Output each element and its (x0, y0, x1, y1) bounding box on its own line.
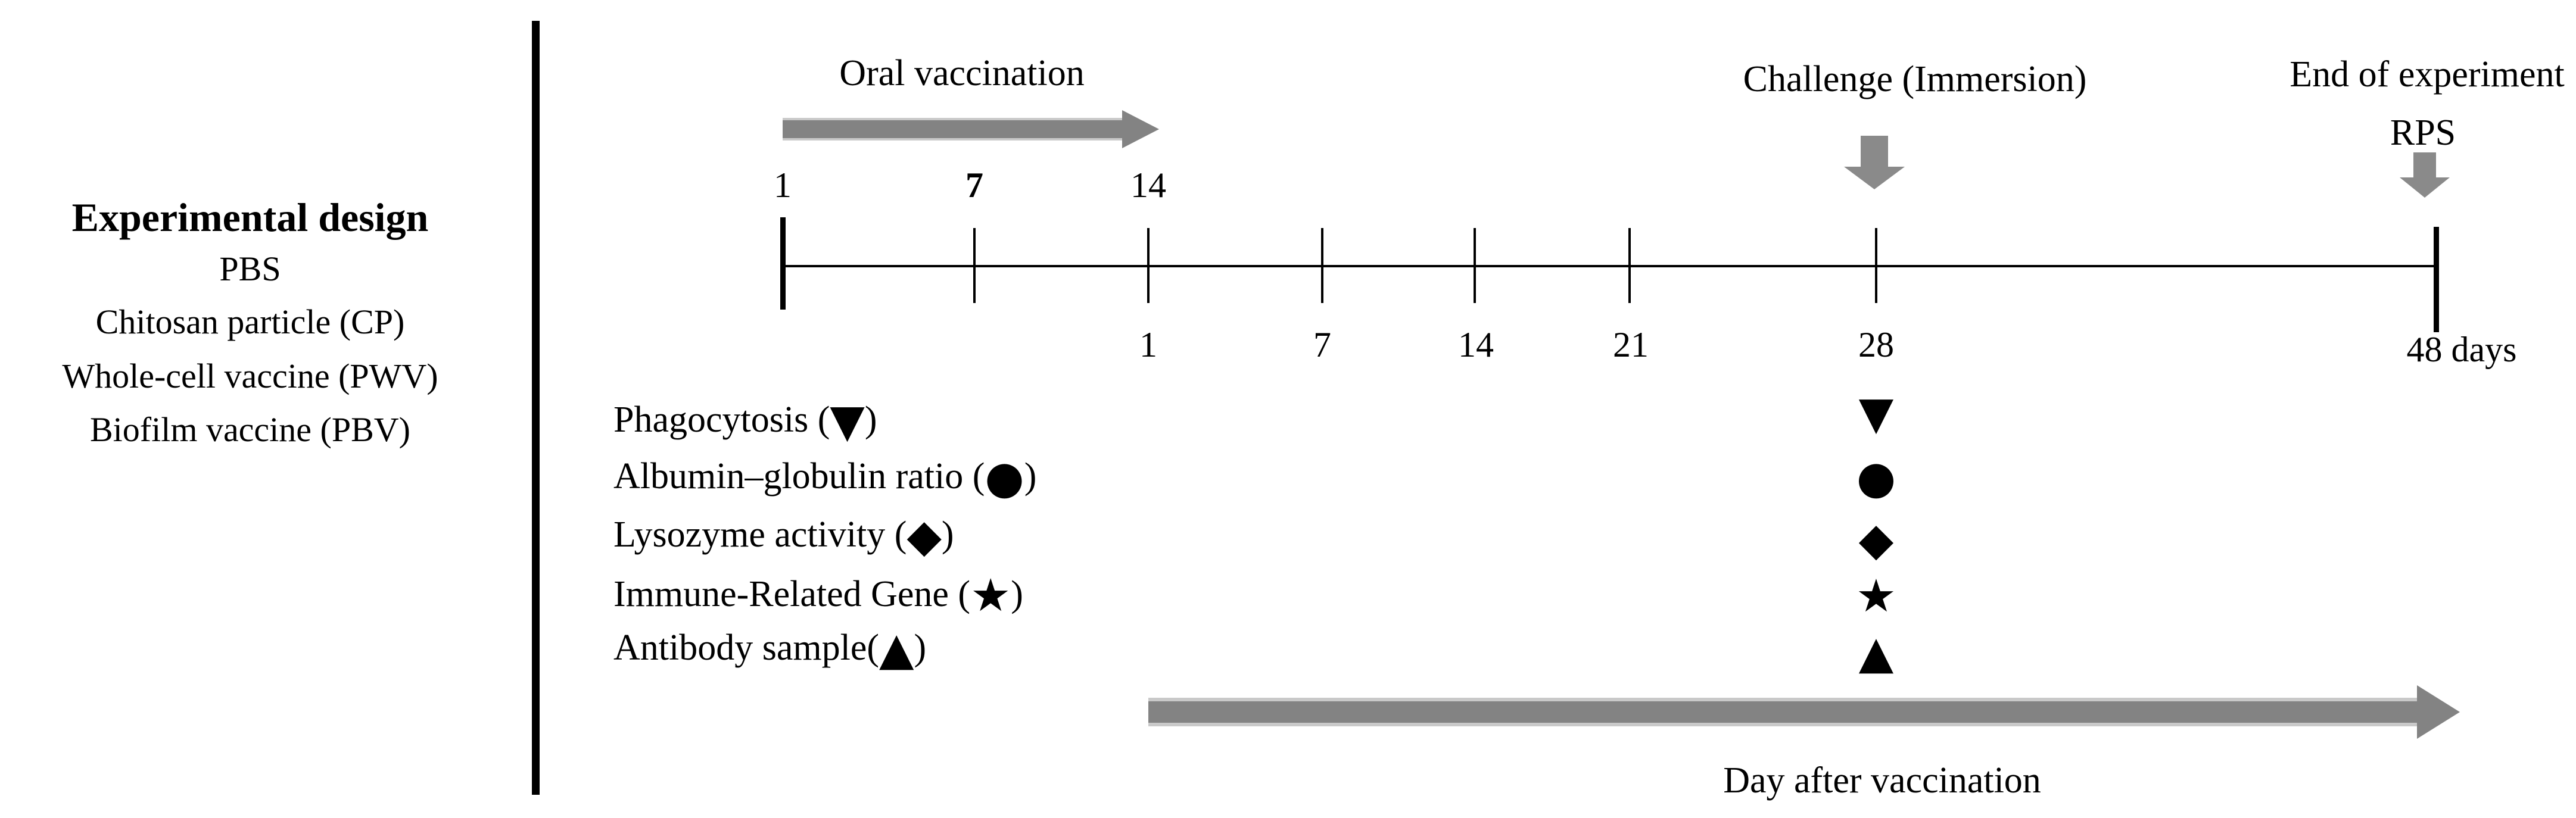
triangle-up-icon: ▲ (879, 622, 914, 675)
assay-label: Lysozyme activity ( (613, 514, 907, 555)
timeline-tick-d7 (1321, 228, 1323, 303)
day-after-vaccination-label: Day after vaccination (1723, 760, 2041, 801)
assay-label: Antibody sample( (613, 627, 879, 668)
assay-label: Albumin–globulin ratio ( (613, 456, 985, 497)
vaccination-day-label-14: 14 (1130, 166, 1166, 205)
timeline-tick-v7 (973, 228, 976, 303)
group-item-chitosan-particle: Chitosan particle (CP) (95, 302, 405, 341)
vaccination-day-label-7: 7 (965, 166, 983, 205)
timeline-axis (781, 265, 2436, 267)
timeline-end-tick (2434, 227, 2439, 332)
assay-row-lysozyme: Lysozyme activity (◆) (613, 508, 954, 561)
group-item-whole-cell-vaccine: Whole-cell vaccine (PWV) (62, 357, 438, 395)
panel-divider-line (532, 21, 540, 795)
day-after-label-1: 1 (1139, 325, 1157, 364)
timeline-tick-d21 (1628, 228, 1631, 303)
assay-label-close: ) (1011, 574, 1023, 614)
assay-row-immune-gene: Immune-Related Gene (★) (613, 567, 1023, 621)
star-icon: ★ (970, 569, 1011, 622)
day-axis-arrow-icon (1148, 698, 2417, 726)
timeline-tick-d1 (1147, 228, 1150, 303)
oral-vaccination-label: Oral vaccination (839, 53, 1085, 93)
assay-row-antibody: Antibody sample(▲) (613, 621, 926, 675)
end-day-label: 48 days (2406, 330, 2517, 369)
day-after-label-28: 28 (1858, 325, 1894, 364)
assay-label: Phagocytosis ( (613, 399, 830, 440)
challenge-arrow-icon (1861, 136, 1888, 167)
assay-row-albumin-globulin: Albumin–globulin ratio (●) (613, 449, 1036, 503)
vaccination-day-label-1: 1 (774, 166, 792, 205)
assay-row-phagocytosis: Phagocytosis (▼) (613, 393, 877, 447)
oral-vaccination-arrowhead-icon (1122, 110, 1159, 148)
timeline-tick-d28 (1875, 228, 1877, 303)
marker-circle-icon: ● (1856, 451, 1896, 504)
marker-triangle-up-icon: ▲ (1858, 626, 1894, 679)
timeline-start-tick (780, 217, 786, 310)
marker-diamond-icon: ◆ (1858, 513, 1894, 566)
challenge-label: Challenge (Immersion) (1743, 59, 2087, 99)
challenge-arrowhead-icon (1844, 167, 1905, 189)
assay-label: Immune-Related Gene ( (613, 574, 971, 614)
oral-vaccination-arrow-icon (783, 118, 1122, 141)
rps-label: RPS (2390, 113, 2456, 153)
circle-icon: ● (985, 451, 1024, 504)
timeline-tick-d14 (1474, 228, 1476, 303)
assay-label-close: ) (941, 514, 954, 555)
day-after-label-21: 21 (1613, 325, 1649, 364)
marker-triangle-down-icon: ▼ (1858, 386, 1894, 439)
end-of-experiment-label: End of experiment (2290, 54, 2565, 95)
rps-arrowhead-icon (2400, 177, 2450, 198)
day-after-label-14: 14 (1458, 325, 1494, 364)
assay-label-close: ) (1024, 456, 1037, 497)
marker-star-icon: ★ (1855, 569, 1897, 622)
group-item-pbs: PBS (219, 249, 281, 288)
day-after-label-7: 7 (1313, 325, 1331, 364)
left-panel-title: Experimental design (71, 195, 429, 240)
diamond-icon: ◆ (907, 509, 942, 562)
triangle-down-icon: ▼ (830, 394, 865, 447)
assay-label-close: ) (864, 399, 877, 440)
group-item-biofilm-vaccine: Biofilm vaccine (PBV) (89, 410, 410, 449)
day-axis-arrowhead-icon (2417, 685, 2460, 739)
assay-label-close: ) (914, 627, 927, 668)
rps-arrow-icon (2413, 152, 2436, 177)
